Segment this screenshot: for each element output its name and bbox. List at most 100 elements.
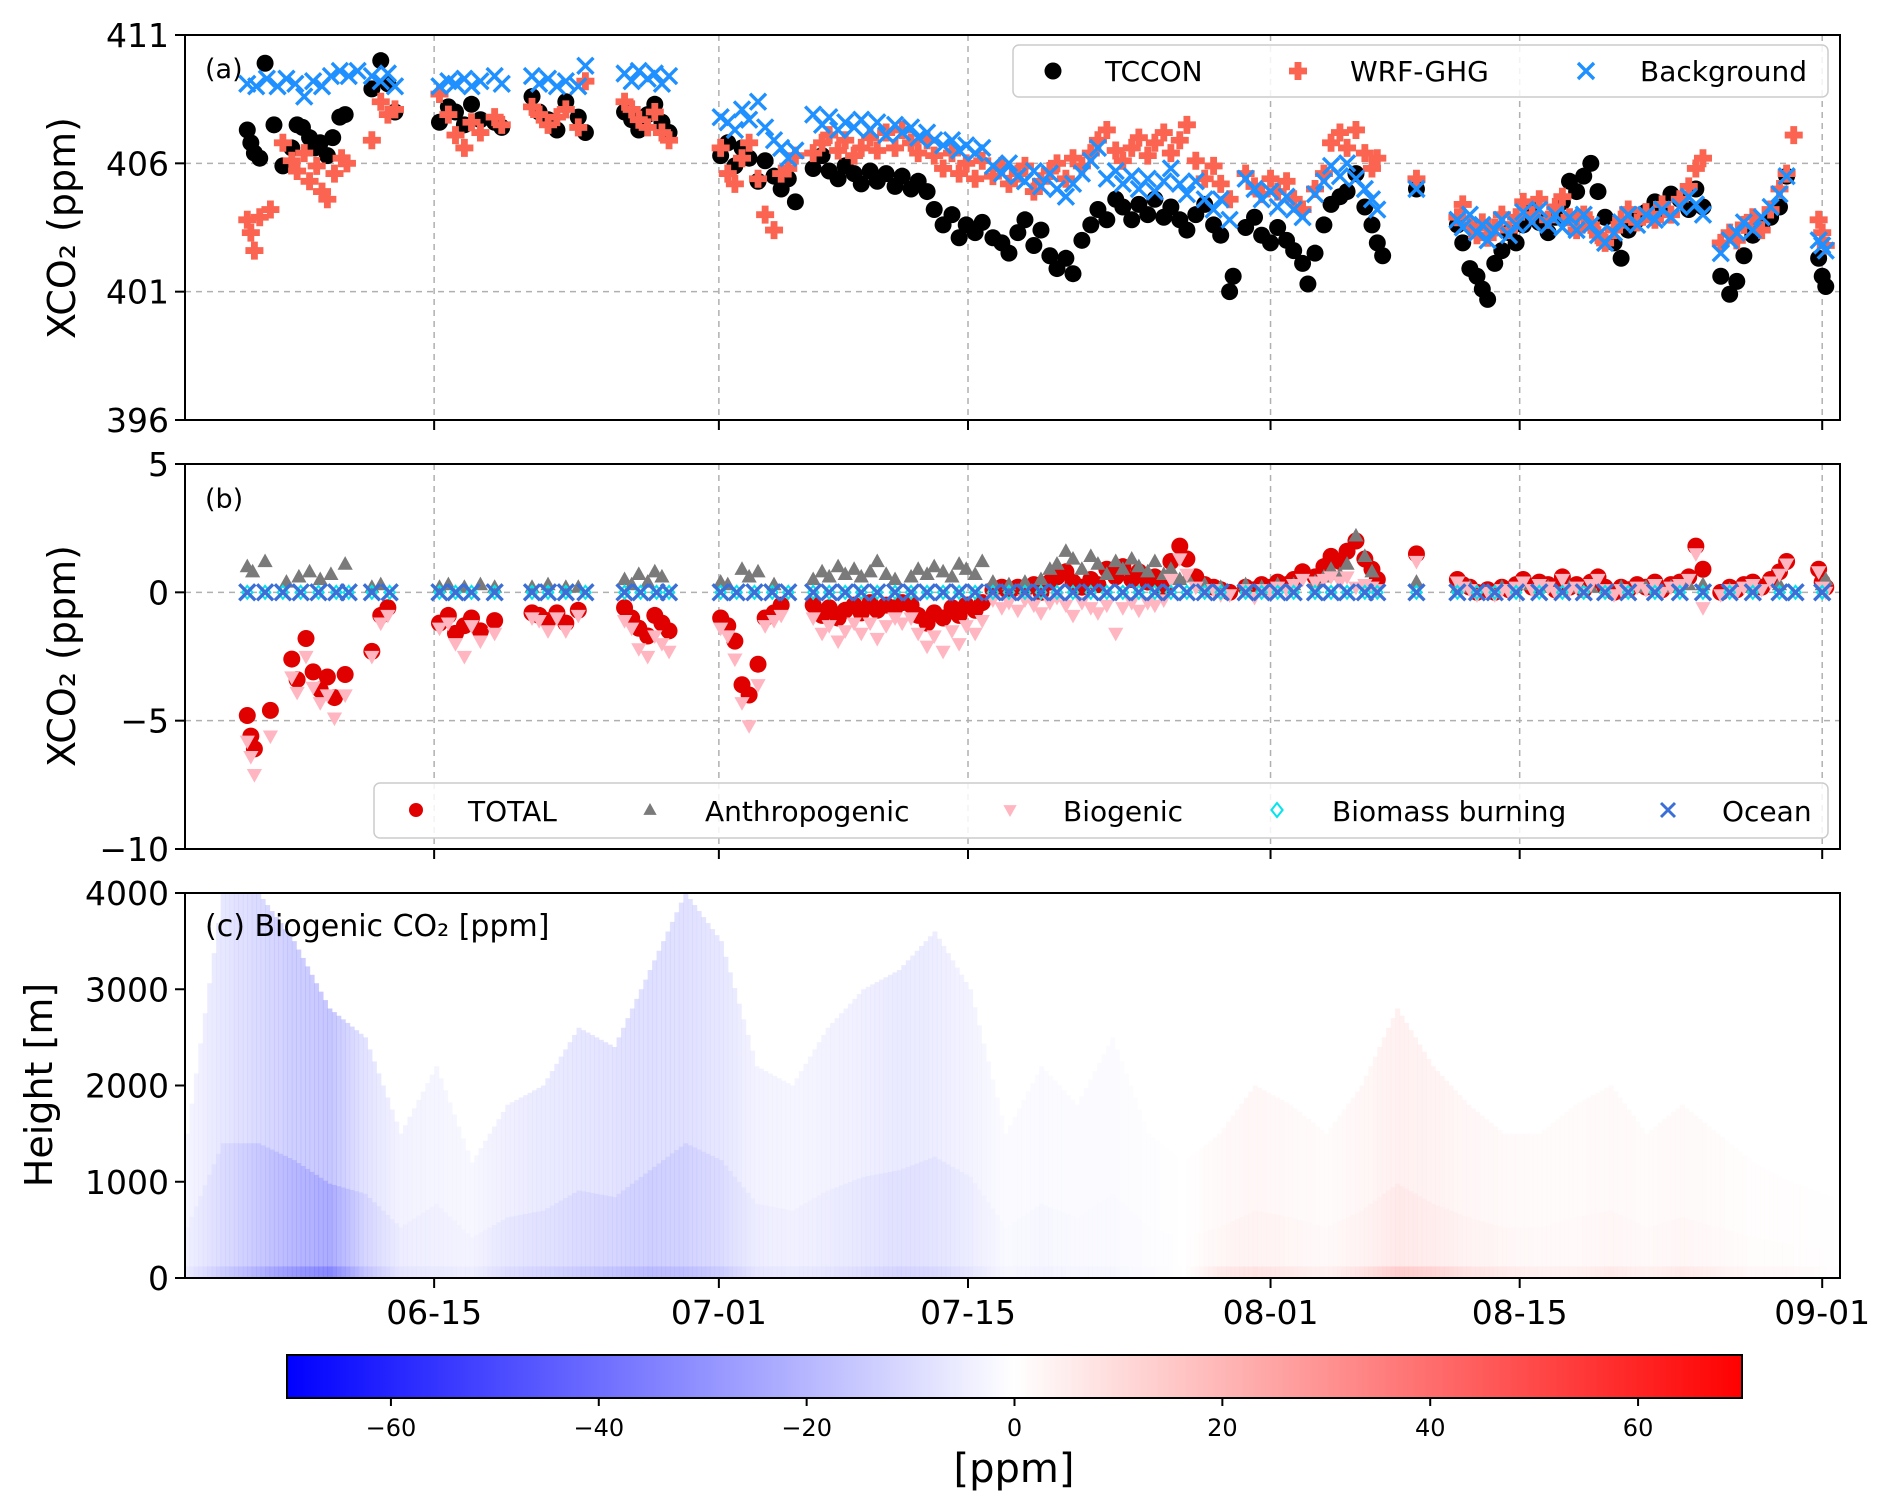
heat-cell-lower [1315, 1224, 1321, 1278]
data-point [456, 650, 472, 665]
data-point [1546, 205, 1565, 224]
heat-cell-surface [741, 1266, 747, 1278]
heat-cell-surface [345, 1266, 351, 1278]
data-point [378, 105, 397, 124]
heat-cell-surface [233, 1266, 239, 1278]
heat-cell [1012, 1116, 1018, 1278]
heat-cell-lower [1008, 1224, 1014, 1278]
legend-marker [1576, 61, 1596, 81]
data-point [999, 174, 1018, 193]
data-point [622, 100, 641, 119]
data-point [485, 108, 504, 127]
heat-cell-surface [505, 1266, 511, 1278]
data-point [291, 568, 307, 583]
heat-cell-surface [687, 1266, 693, 1278]
data-point [973, 138, 992, 158]
heat-cell-lower [1697, 1222, 1703, 1278]
heat-cell-lower [990, 1208, 996, 1278]
heat-cell [985, 1061, 991, 1278]
heat-cell [1488, 1122, 1494, 1278]
data-point [1522, 213, 1542, 232]
heat-cell-lower [1248, 1212, 1254, 1278]
data-point [918, 183, 936, 201]
heat-cell-lower [1439, 1207, 1445, 1278]
heat-cell-lower [1533, 1227, 1539, 1278]
data-point [1478, 231, 1497, 250]
legend-marker [1003, 805, 1017, 817]
heat-cell-surface [905, 1266, 911, 1278]
data-point [1163, 561, 1179, 575]
heat-cell-surface [340, 1266, 346, 1278]
data-point [312, 697, 328, 711]
heat-cell-surface [874, 1266, 880, 1278]
heat-cell-lower [1346, 1216, 1352, 1278]
data-point [1686, 195, 1706, 214]
heat-cell-surface [932, 1266, 938, 1278]
heat-cell [1226, 1121, 1232, 1278]
heat-cell-lower [941, 1161, 947, 1278]
heat-cell-surface [892, 1266, 898, 1278]
heat-cell-surface [1279, 1266, 1285, 1278]
data-point [983, 167, 1002, 186]
data-point [1770, 583, 1789, 602]
data-point [1337, 154, 1357, 173]
heat-cell [1806, 1188, 1814, 1278]
heat-cell-lower [287, 1157, 293, 1278]
data-point [1637, 203, 1656, 222]
data-point [1553, 218, 1572, 237]
heat-cell [901, 965, 907, 1278]
heat-cell [1372, 1056, 1378, 1278]
data-point [1033, 607, 1049, 621]
heat-cell-surface [1306, 1266, 1312, 1278]
data-point [1499, 226, 1519, 245]
heat-cell-lower [1301, 1221, 1307, 1278]
heat-cell-lower [1332, 1223, 1338, 1278]
heat-cell [291, 941, 297, 1278]
heat-cell-surface [1555, 1266, 1561, 1278]
data-point [624, 622, 640, 637]
heat-cell-lower [1328, 1225, 1334, 1278]
heat-cell-surface [798, 1266, 805, 1278]
heat-cell [603, 1042, 609, 1278]
heat-cell-surface [1230, 1266, 1236, 1278]
heat-cell-lower [1559, 1221, 1565, 1278]
heat-cell [843, 1008, 849, 1278]
heat-cell-surface [1319, 1266, 1325, 1278]
heat-cell [1515, 1133, 1521, 1278]
heat-cell [1186, 1158, 1192, 1278]
heat-cell [1297, 1111, 1303, 1278]
heat-cell [1203, 1144, 1209, 1278]
data-point [1777, 166, 1796, 186]
heat-cell-lower [1061, 1212, 1067, 1278]
heat-cell [238, 893, 244, 1278]
heat-cell-lower [1786, 1244, 1794, 1278]
heat-cell [1590, 1095, 1596, 1278]
heat-cell [1016, 1108, 1022, 1278]
heat-cell-lower [1430, 1203, 1436, 1278]
heat-cell [1764, 1169, 1770, 1278]
data-point [1171, 537, 1189, 555]
heat-cell [1261, 1090, 1267, 1278]
heat-cell [247, 893, 253, 1278]
data-point [576, 56, 595, 75]
data-point [1064, 149, 1083, 168]
data-point [935, 645, 951, 660]
data-point [1506, 583, 1526, 602]
heat-cell-surface [1639, 1266, 1645, 1278]
data-point [1010, 604, 1026, 619]
heat-cell [976, 1025, 982, 1278]
data-point [522, 583, 542, 602]
heat-cell [451, 1114, 457, 1278]
heat-cell-lower [340, 1187, 346, 1278]
heat-cell-surface [785, 1266, 791, 1278]
heat-cell-surface [790, 1266, 796, 1278]
heat-cell [1670, 1111, 1676, 1278]
heat-cell [905, 960, 911, 1278]
data-point [615, 92, 634, 111]
data-point [1236, 164, 1255, 183]
heat-cell [1377, 1047, 1383, 1278]
data-point [1809, 210, 1828, 229]
data-point [257, 69, 277, 88]
heat-cell-surface [1105, 1266, 1111, 1278]
data-point [878, 620, 894, 634]
